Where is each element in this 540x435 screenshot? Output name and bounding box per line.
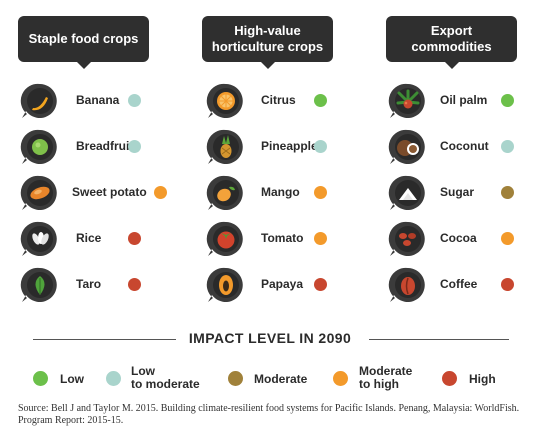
mango-icon [206,174,246,214]
column-title: Export commodities [411,23,492,54]
rice-icon [20,220,60,260]
impact-dot [501,140,514,153]
impact-dot [314,94,327,107]
breadfruit-icon [20,128,60,168]
crop-name: Citrus [261,93,296,107]
legend-label-line-2: to high [359,377,399,391]
crop-name: Rice [76,231,102,245]
sugar-icon [388,174,428,214]
legend-label-moderate: Moderate [254,372,308,386]
column-header-horticulture: High-value horticulture crops [202,16,333,69]
crop-row-breadfruit: Breadfruit [20,128,170,164]
tomato-icon [206,220,246,260]
crop-row-sweet-potato: Sweet potato [20,174,170,210]
crop-row-oil-palm: Oil palm [388,82,538,118]
papaya-icon [206,266,246,306]
impact-dot [128,140,141,153]
impact-dot [501,278,514,291]
crop-name: Mango [261,185,300,199]
legend-label-moderate-to-high: Moderate to high [359,365,429,391]
crop-row-banana: Banana [20,82,170,118]
coffee-icon [388,266,428,306]
legend-dot-high [442,371,457,386]
impact-dot [128,232,141,245]
crop-row-coconut: Coconut [388,128,538,164]
column-title: Staple food crops [28,31,139,46]
legend-dot-low-to-moderate [106,371,121,386]
legend-divider-right [369,339,509,340]
impact-dot [501,232,514,245]
legend-label-low: Low [60,372,84,386]
crop-name: Taro [76,277,102,291]
pineapple-icon [206,128,246,168]
impact-dot [154,186,167,199]
impact-dot [501,186,514,199]
crop-row-coffee: Coffee [388,266,538,302]
crop-name: Cocoa [440,231,477,245]
legend-label-high: High [469,372,496,386]
legend-dot-low [33,371,48,386]
impact-dot [501,94,514,107]
crop-row-tomato: Tomato [206,220,356,256]
legend-divider-left [33,339,176,340]
impact-dot [128,278,141,291]
coconut-icon [388,128,428,168]
crop-row-mango: Mango [206,174,356,210]
source-note: Source: Bell J and Taylor M. 2015. Build… [18,403,520,426]
legend-label-low-to-moderate: Low to moderate [131,365,211,391]
legend-dot-moderate-to-high [333,371,348,386]
crop-name: Sugar [440,185,475,199]
crop-row-rice: Rice [20,220,170,256]
crop-row-cocoa: Cocoa [388,220,538,256]
legend-label-line-2: to moderate [131,377,200,391]
taro-icon [20,266,60,306]
crop-name: Breadfruit [76,139,134,153]
crop-name: Coconut [440,139,489,153]
crop-row-citrus: Citrus [206,82,356,118]
crop-name: Coffee [440,277,478,291]
crop-row-taro: Taro [20,266,170,302]
impact-dot [314,140,327,153]
crop-name: Papaya [261,277,304,291]
column-header-export: Export commodities [386,16,517,69]
legend-label-line-1: Low [131,364,155,378]
citrus-icon [206,82,246,122]
banana-icon [20,82,60,122]
legend-dot-moderate [228,371,243,386]
column-title: High-value horticulture crops [211,23,324,54]
crop-name: Banana [76,93,120,107]
crop-name: Pineapple [261,139,318,153]
crop-name: Tomato [261,231,304,245]
impact-dot [314,278,327,291]
legend-title: IMPACT LEVEL IN 2090 [188,330,352,346]
legend-label-line-1: Moderate [359,364,413,378]
cocoa-icon [388,220,428,260]
crop-name: Oil palm [440,93,488,107]
impact-dot [314,186,327,199]
crop-row-pineapple: Pineapple [206,128,356,164]
crop-row-papaya: Papaya [206,266,356,302]
crop-name: Sweet potato [72,185,147,199]
sweet-potato-icon [20,174,60,214]
crop-row-sugar: Sugar [388,174,538,210]
impact-dot [314,232,327,245]
oil-palm-icon [388,82,428,122]
impact-dot [128,94,141,107]
column-header-staple: Staple food crops [18,16,149,69]
